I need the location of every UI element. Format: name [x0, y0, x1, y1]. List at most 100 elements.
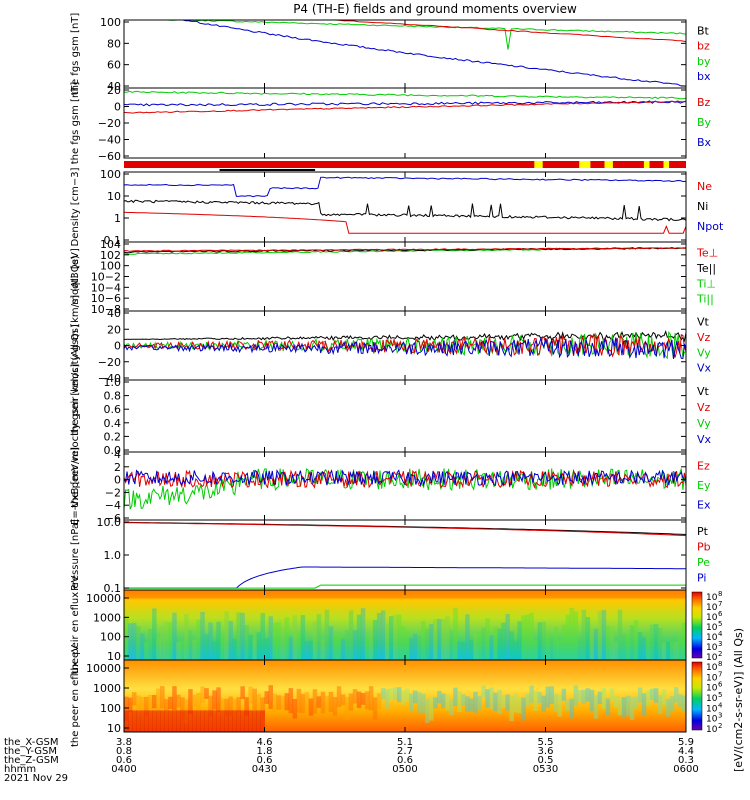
colorbar-tick-label: 10 — [706, 684, 718, 694]
spectrogram-cell — [521, 615, 526, 660]
spectrogram-cell — [140, 697, 145, 717]
spectrogram-cell — [160, 625, 165, 660]
spectrogram-cell — [132, 692, 137, 706]
spectrogram-cell — [204, 634, 209, 660]
spectrogram-cell — [665, 641, 671, 660]
spectrogram-cell — [489, 687, 494, 709]
spectrogram-cell — [409, 638, 414, 660]
spectrogram-cell — [461, 694, 466, 706]
spectrogram-cell — [176, 642, 181, 660]
mode-bar-mark — [219, 169, 316, 171]
footer-row-label: 2021 Nov 29 — [4, 773, 68, 784]
spectrogram-cell — [561, 624, 567, 660]
footer-value: 0.5 — [538, 755, 554, 766]
footer-value: 0430 — [252, 764, 277, 775]
spectrogram-cell — [497, 628, 502, 660]
spectrogram-cell — [156, 710, 161, 732]
y-tick-label: 100 — [100, 702, 121, 715]
y-tick-label: −20 — [98, 117, 121, 130]
series-Vt — [124, 330, 687, 343]
spectrogram-cell — [324, 609, 330, 660]
y-tick-label: 0.8 — [104, 390, 122, 403]
spectrogram-cell — [465, 614, 470, 660]
y-tick-label: −20 — [98, 356, 121, 369]
spectrogram-cell — [244, 710, 249, 732]
series-Pb — [124, 522, 687, 537]
spectrogram-cell — [136, 710, 141, 732]
legend-bz: bz — [697, 40, 710, 53]
spectrogram-cell — [236, 697, 241, 712]
spectrogram-cell — [372, 620, 378, 660]
spectrogram-cell — [216, 621, 221, 660]
spectrogram-cell — [236, 612, 241, 660]
spectrogram-cell — [569, 607, 575, 660]
spectrogram-cell — [529, 685, 534, 703]
mode-bar — [124, 161, 686, 168]
colorbar-tick-label: 10 — [706, 593, 718, 603]
spectrogram-cell — [525, 693, 530, 707]
spectrogram-cell — [533, 640, 538, 660]
colorbar-tick-exponent: 8 — [718, 590, 722, 598]
spectrogram-cell — [649, 624, 655, 660]
spectrogram-fill — [124, 590, 686, 660]
spectrogram-cell — [184, 710, 189, 732]
spectrogram-cell — [208, 622, 213, 660]
spectrogram-cell — [380, 610, 386, 660]
series-Ni — [123, 199, 687, 222]
panel-frame — [123, 451, 687, 521]
legend-Vz: Vz — [697, 401, 711, 414]
series-by — [124, 19, 687, 50]
spectrogram-cell — [228, 621, 233, 660]
spectrogram-cell — [300, 693, 306, 713]
spectrogram-cell — [212, 690, 217, 710]
y-tick-label: 20 — [107, 323, 121, 336]
y-tick-label: 10−6 — [91, 292, 121, 305]
colorbar-tick-label: 10 — [706, 643, 718, 653]
colorbar-tick-label: 10 — [706, 673, 718, 683]
spectrogram-cell — [260, 710, 265, 732]
y-tick-label: −6 — [105, 512, 121, 525]
colorbar-tick-label: 10 — [706, 613, 718, 623]
colorbar-tick-exponent: 6 — [718, 681, 723, 689]
spectrogram-cell — [557, 694, 562, 717]
spectrogram-cell — [280, 695, 286, 710]
spectrogram-cell — [288, 688, 294, 714]
spectrogram-cell — [501, 695, 506, 708]
footer-value: 2.7 — [397, 746, 413, 757]
y-tick-label: 1000 — [93, 682, 121, 695]
y-tick-label: 10−4 — [91, 281, 121, 294]
y-tick-label: 10.0 — [97, 516, 122, 529]
spectrogram-cell — [449, 630, 454, 660]
y-tick-label: 0.1 — [104, 234, 122, 247]
y-axis-label: E=-VxB [mV/m] — [70, 447, 81, 525]
spectrogram-cell — [372, 697, 378, 720]
spectrogram-cell — [360, 608, 366, 660]
spectrogram-cell — [232, 698, 237, 715]
spectrogram-cell — [573, 611, 579, 660]
series-bx — [124, 19, 687, 87]
y-tick-label: −40 — [98, 134, 121, 147]
spectrogram-cell — [320, 691, 326, 714]
spectrogram-cell — [348, 693, 354, 711]
spectrogram-cell — [288, 636, 294, 660]
spectrogram-cell — [376, 693, 382, 710]
spectrogram-cell — [224, 698, 229, 717]
y-axis-label: the fgs gsm [nT] — [70, 82, 81, 165]
footer-value: 0500 — [392, 764, 417, 775]
legend-Vt: Vt — [697, 385, 710, 398]
spectrogram-cell — [192, 710, 197, 732]
spectrogram-cell — [340, 639, 346, 660]
y-tick-label: 1 — [114, 212, 121, 225]
y-tick-label: 10 — [107, 722, 121, 735]
panel-frame — [123, 87, 687, 159]
spectrogram-cell — [132, 622, 137, 660]
spectrogram-cell — [682, 695, 687, 712]
spectrogram-cell — [212, 710, 217, 732]
spectrogram-cell — [244, 625, 249, 660]
panel-frame — [123, 241, 687, 312]
y-tick-label: 10 — [107, 190, 121, 203]
spectrogram-cell — [152, 710, 157, 732]
spectrogram-cell — [388, 688, 394, 700]
colorbar-label: [eV/(cm2-s-sr-eV)] (All Qs) — [732, 628, 745, 772]
